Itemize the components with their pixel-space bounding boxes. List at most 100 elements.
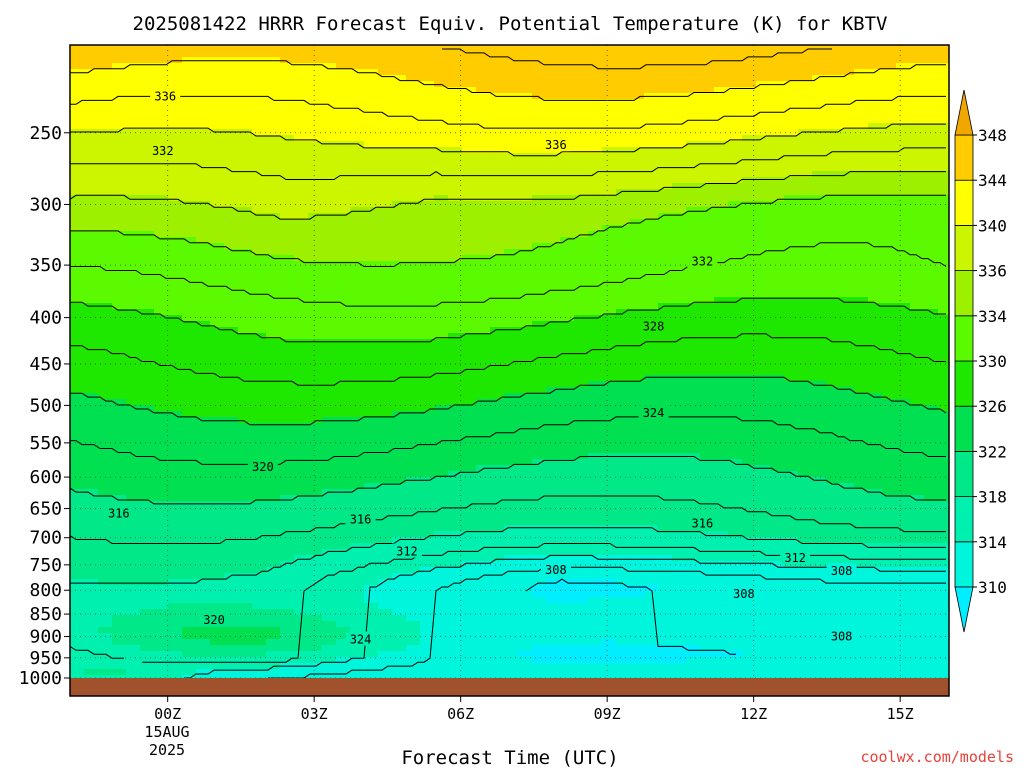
field-cell xyxy=(840,45,855,52)
field-cell xyxy=(280,51,295,58)
field-cell xyxy=(266,447,281,454)
field-cell xyxy=(700,459,715,466)
field-cell xyxy=(182,45,197,52)
field-cell xyxy=(560,411,575,418)
field-cell xyxy=(742,75,757,82)
field-cell xyxy=(280,69,295,76)
field-cell xyxy=(196,147,211,154)
field-cell xyxy=(658,261,673,268)
field-cell xyxy=(672,75,687,82)
field-cell xyxy=(168,381,183,388)
field-cell xyxy=(770,297,785,304)
field-cell xyxy=(714,219,729,226)
field-cell xyxy=(714,297,729,304)
field-cell xyxy=(308,441,323,448)
field-cell xyxy=(882,489,897,496)
field-cell xyxy=(126,177,141,184)
field-cell xyxy=(140,231,155,238)
field-cell xyxy=(784,465,799,472)
field-cell xyxy=(868,345,883,352)
field-cell xyxy=(420,393,435,400)
field-cell xyxy=(798,339,813,346)
field-cell xyxy=(714,423,729,430)
field-cell xyxy=(224,111,239,118)
field-cell xyxy=(672,411,687,418)
field-cell xyxy=(686,57,701,64)
field-cell xyxy=(756,411,771,418)
field-cell xyxy=(504,513,519,520)
field-cell xyxy=(784,423,799,430)
field-cell xyxy=(784,435,799,442)
field-cell xyxy=(770,279,785,286)
field-cell xyxy=(728,321,743,328)
field-cell xyxy=(616,345,631,352)
field-cell xyxy=(812,225,827,232)
field-cell xyxy=(392,249,407,256)
field-cell xyxy=(574,279,589,286)
field-cell xyxy=(308,351,323,358)
field-cell xyxy=(280,369,295,376)
field-cell xyxy=(350,291,365,298)
field-cell xyxy=(294,321,309,328)
field-cell xyxy=(826,321,841,328)
field-cell xyxy=(490,477,505,484)
field-cell xyxy=(868,417,883,424)
field-cell xyxy=(140,117,155,124)
field-cell xyxy=(252,471,267,478)
field-cell xyxy=(588,465,603,472)
field-cell xyxy=(616,195,631,202)
field-cell xyxy=(686,129,701,136)
field-cell xyxy=(238,69,253,76)
field-cell xyxy=(154,165,169,172)
field-cell xyxy=(924,135,939,142)
field-cell xyxy=(728,111,743,118)
field-cell xyxy=(826,351,841,358)
field-cell xyxy=(336,381,351,388)
field-cell xyxy=(308,279,323,286)
field-cell xyxy=(294,195,309,202)
field-cell xyxy=(224,315,239,322)
field-cell xyxy=(882,45,897,52)
field-cell xyxy=(742,327,757,334)
field-cell xyxy=(896,513,911,520)
field-cell xyxy=(798,327,813,334)
field-cell xyxy=(924,177,939,184)
field-cell xyxy=(882,435,897,442)
field-cell xyxy=(322,363,337,370)
field-cell xyxy=(70,375,85,382)
field-cell xyxy=(406,105,421,112)
field-cell xyxy=(294,357,309,364)
field-cell xyxy=(546,363,561,370)
field-cell xyxy=(840,315,855,322)
field-cell xyxy=(112,249,127,256)
field-cell xyxy=(896,471,911,478)
field-cell xyxy=(154,237,169,244)
field-cell xyxy=(140,483,155,490)
field-cell xyxy=(532,207,547,214)
field-cell xyxy=(266,45,281,52)
field-cell xyxy=(140,387,155,394)
field-cell xyxy=(420,87,435,94)
field-cell xyxy=(588,189,603,196)
field-cell xyxy=(336,57,351,64)
field-cell xyxy=(462,237,477,244)
field-cell xyxy=(462,159,477,166)
field-cell xyxy=(672,147,687,154)
field-cell xyxy=(378,141,393,148)
field-cell xyxy=(266,417,281,424)
field-cell xyxy=(728,483,743,490)
field-cell xyxy=(938,105,949,112)
field-cell xyxy=(672,375,687,382)
field-cell xyxy=(182,75,197,82)
field-cell xyxy=(742,363,757,370)
field-cell xyxy=(112,429,127,436)
field-cell xyxy=(406,333,421,340)
field-cell xyxy=(784,327,799,334)
field-cell xyxy=(210,477,225,484)
field-cell xyxy=(196,489,211,496)
field-cell xyxy=(518,111,533,118)
field-cell xyxy=(630,495,645,502)
field-cell xyxy=(798,57,813,64)
field-cell xyxy=(252,435,267,442)
field-cell xyxy=(826,387,841,394)
